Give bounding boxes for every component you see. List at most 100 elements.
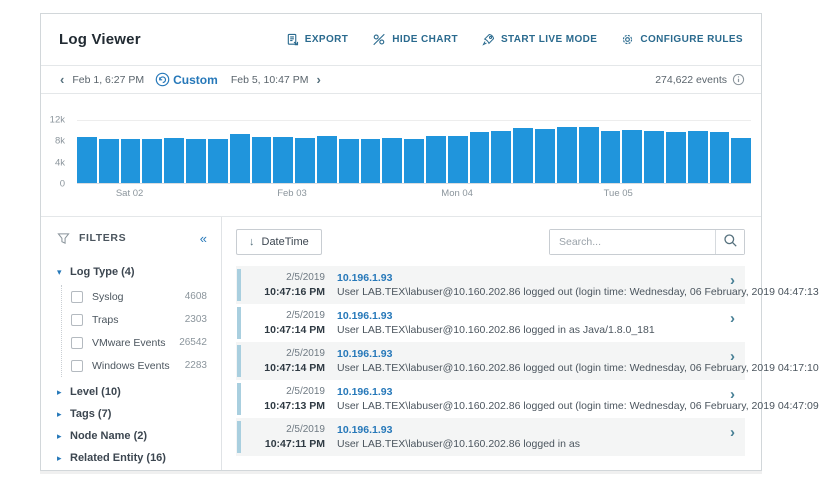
filter-item-count: 4608 [184, 291, 207, 302]
export-button[interactable]: EXPORT [286, 33, 349, 46]
histogram-bar[interactable] [731, 138, 752, 183]
y-axis-label: 8k [54, 135, 65, 147]
filter-items: Syslog 4608 Traps 2303 VMware Events 265… [61, 285, 221, 377]
range-mode-label[interactable]: Custom [173, 72, 218, 87]
histogram-bar[interactable] [98, 139, 119, 183]
histogram-bar[interactable] [77, 136, 97, 183]
start-live-mode-label: START LIVE MODE [500, 34, 598, 45]
histogram-bar[interactable] [513, 128, 534, 183]
log-rows: 2/5/2019 10:47:16 PM 10.196.1.93 User LA… [236, 266, 819, 456]
log-row[interactable]: 2/5/2019 10:47:14 PM 10.196.1.93 User LA… [236, 304, 745, 342]
row-chevron-icon[interactable]: › [730, 424, 735, 441]
log-source-link[interactable]: 10.196.1.93 [337, 348, 393, 360]
row-chevron-icon[interactable]: › [730, 310, 735, 327]
filter-item-count: 2283 [184, 360, 207, 371]
range-next-icon[interactable]: › [316, 72, 321, 87]
histogram-bar[interactable] [273, 137, 294, 183]
histogram-bar[interactable] [142, 138, 163, 183]
start-live-mode-button[interactable]: START LIVE MODE [482, 33, 597, 46]
log-datetime: 2/5/2019 10:47:11 PM [249, 423, 325, 451]
histogram-bar[interactable] [120, 138, 141, 183]
filter-checkbox[interactable] [71, 359, 83, 372]
log-message: User LAB.TEX\labuser@10.160.202.86 logge… [337, 324, 655, 336]
log-date: 2/5/2019 [286, 310, 325, 321]
log-message: User LAB.TEX\labuser@10.160.202.86 logge… [337, 400, 819, 412]
histogram-bar[interactable] [404, 138, 424, 183]
filter-checkbox[interactable] [71, 336, 83, 349]
events-count: 274,622 events [655, 73, 727, 86]
gear-icon [621, 33, 634, 46]
filter-item[interactable]: Syslog 4608 [71, 285, 221, 308]
filter-item[interactable]: Traps 2303 [71, 308, 221, 331]
filter-checkbox[interactable] [71, 290, 83, 303]
sort-desc-icon: ↓ [249, 236, 255, 248]
x-axis-label: Mon 04 [441, 188, 473, 199]
range-prev-icon[interactable]: ‹ [60, 72, 65, 87]
rocket-icon [482, 33, 495, 46]
search-box [549, 229, 745, 255]
histogram-bar[interactable] [469, 131, 490, 183]
filter-checkbox[interactable] [71, 313, 83, 326]
histogram-bar[interactable] [600, 131, 621, 183]
histogram-bar[interactable] [447, 135, 468, 183]
log-row[interactable]: 2/5/2019 10:47:13 PM 10.196.1.93 User LA… [236, 380, 819, 418]
histogram-bar[interactable] [251, 136, 272, 183]
log-date: 2/5/2019 [286, 424, 325, 435]
reset-range-icon[interactable] [155, 72, 170, 87]
log-source-link[interactable]: 10.196.1.93 [337, 424, 393, 436]
histogram-bar[interactable] [556, 127, 577, 183]
log-table: ↓ DateTime 2/5/2019 10:47:16 [222, 217, 819, 470]
histogram-bar[interactable] [622, 129, 643, 183]
log-time: 10:47:14 PM [264, 324, 325, 336]
info-icon[interactable] [732, 73, 745, 86]
log-source-link[interactable]: 10.196.1.93 [337, 386, 393, 398]
filter-item-count: 2303 [184, 314, 207, 325]
histogram-bar[interactable] [295, 137, 315, 183]
histogram-bar[interactable] [709, 131, 730, 183]
log-source-link[interactable]: 10.196.1.93 [337, 310, 393, 322]
configure-rules-button[interactable]: CONFIGURE RULES [621, 33, 743, 46]
filter-item[interactable]: VMware Events 26542 [71, 331, 221, 354]
log-row[interactable]: 2/5/2019 10:47:16 PM 10.196.1.93 User LA… [236, 266, 819, 304]
log-row[interactable]: 2/5/2019 10:47:11 PM 10.196.1.93 User LA… [236, 418, 745, 456]
filters-title: FILTERS [79, 232, 127, 244]
sort-datetime-button[interactable]: ↓ DateTime [236, 229, 322, 255]
filter-group-log-type[interactable]: ▾ Log Type (4) [41, 261, 221, 283]
filter-item[interactable]: Windows Events 2283 [71, 354, 221, 377]
search-input[interactable] [550, 230, 715, 254]
histogram-bar[interactable] [338, 138, 359, 183]
filter-group[interactable]: ▸ Related Entity (16) [41, 447, 221, 469]
log-time: 10:47:14 PM [264, 362, 325, 374]
time-range-bar: ‹ Feb 1, 6:27 PM Custom Feb 5, 10:47 PM … [41, 66, 761, 94]
log-row[interactable]: 2/5/2019 10:47:14 PM 10.196.1.93 User LA… [236, 342, 819, 380]
histogram-bar[interactable] [665, 131, 686, 183]
histogram-bar[interactable] [644, 131, 664, 183]
histogram-bar[interactable] [229, 134, 250, 183]
histogram-bar[interactable] [535, 128, 555, 183]
histogram-bar[interactable] [316, 136, 337, 183]
filter-group[interactable]: ▸ Level (10) [41, 381, 221, 403]
filter-group[interactable]: ▸ Node Name (2) [41, 425, 221, 447]
histogram-bar[interactable] [164, 138, 185, 183]
histogram-bar[interactable] [426, 136, 446, 183]
log-source-link[interactable]: 10.196.1.93 [337, 272, 393, 284]
histogram-bar[interactable] [186, 139, 206, 183]
search-button[interactable] [715, 230, 744, 254]
row-chevron-icon[interactable]: › [730, 272, 735, 289]
histogram-bar[interactable] [382, 138, 403, 183]
log-time: 10:47:11 PM [264, 438, 325, 450]
row-chevron-icon[interactable]: › [730, 386, 735, 403]
filters-header: FILTERS « [41, 227, 221, 249]
histogram-bar[interactable] [360, 138, 381, 183]
configure-rules-label: CONFIGURE RULES [640, 34, 743, 45]
chevron-down-icon: ▾ [57, 266, 62, 277]
hide-chart-button[interactable]: HIDE CHART [372, 33, 458, 46]
chevron-right-icon: ▸ [57, 430, 62, 441]
filter-group[interactable]: ▸ Tags (7) [41, 403, 221, 425]
histogram-bar[interactable] [687, 130, 708, 183]
collapse-sidebar-icon[interactable]: « [199, 230, 207, 246]
row-chevron-icon[interactable]: › [730, 348, 735, 365]
histogram-bar[interactable] [491, 130, 512, 183]
histogram-bar[interactable] [578, 127, 599, 183]
histogram-bar[interactable] [207, 138, 228, 183]
